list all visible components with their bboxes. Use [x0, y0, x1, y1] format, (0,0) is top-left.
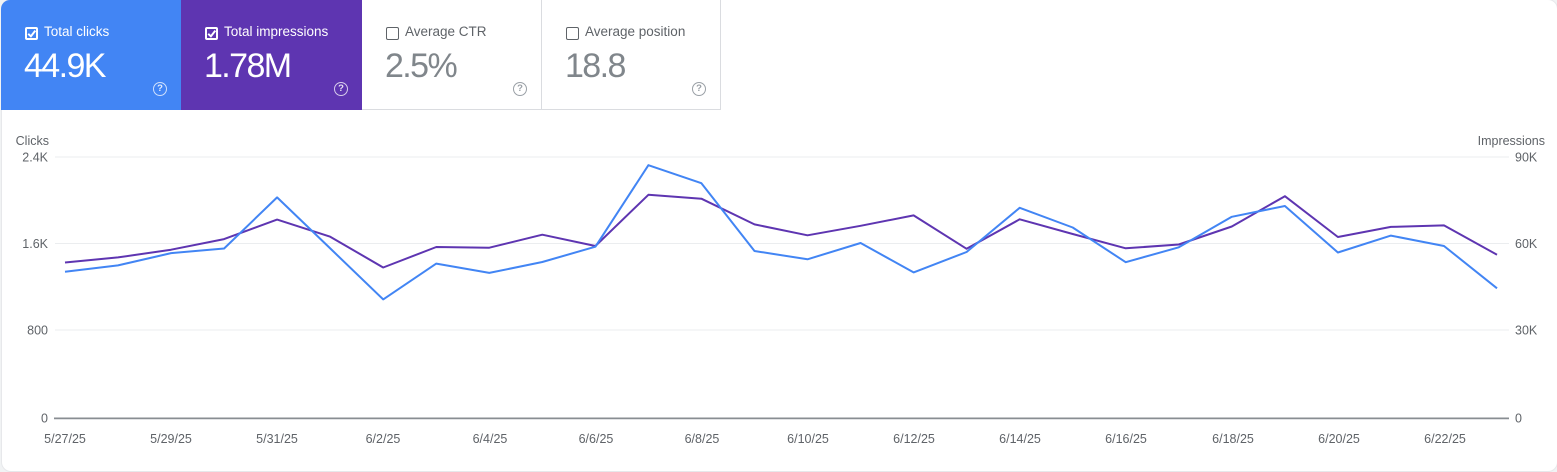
svg-text:6/2/25: 6/2/25 [366, 432, 401, 446]
svg-text:800: 800 [27, 324, 48, 338]
svg-text:6/20/25: 6/20/25 [1318, 432, 1360, 446]
svg-text:6/10/25: 6/10/25 [787, 432, 829, 446]
svg-text:5/27/25: 5/27/25 [44, 432, 86, 446]
svg-text:6/14/25: 6/14/25 [999, 432, 1041, 446]
svg-text:6/22/25: 6/22/25 [1424, 432, 1466, 446]
svg-text:6/8/25: 6/8/25 [685, 432, 720, 446]
svg-text:90K: 90K [1515, 151, 1538, 165]
svg-text:6/4/25: 6/4/25 [473, 432, 508, 446]
svg-text:1.6K: 1.6K [22, 237, 48, 251]
svg-text:6/6/25: 6/6/25 [579, 432, 614, 446]
svg-text:0: 0 [41, 411, 48, 425]
svg-text:60K: 60K [1515, 237, 1538, 251]
svg-text:6/18/25: 6/18/25 [1212, 432, 1254, 446]
svg-text:Impressions: Impressions [1478, 134, 1545, 148]
svg-text:6/16/25: 6/16/25 [1105, 432, 1147, 446]
svg-text:30K: 30K [1515, 324, 1538, 338]
svg-text:6/12/25: 6/12/25 [893, 432, 935, 446]
svg-text:0: 0 [1515, 411, 1522, 425]
svg-text:2.4K: 2.4K [22, 151, 48, 165]
svg-text:5/29/25: 5/29/25 [150, 432, 192, 446]
svg-text:Clicks: Clicks [16, 134, 49, 148]
svg-text:5/31/25: 5/31/25 [256, 432, 298, 446]
